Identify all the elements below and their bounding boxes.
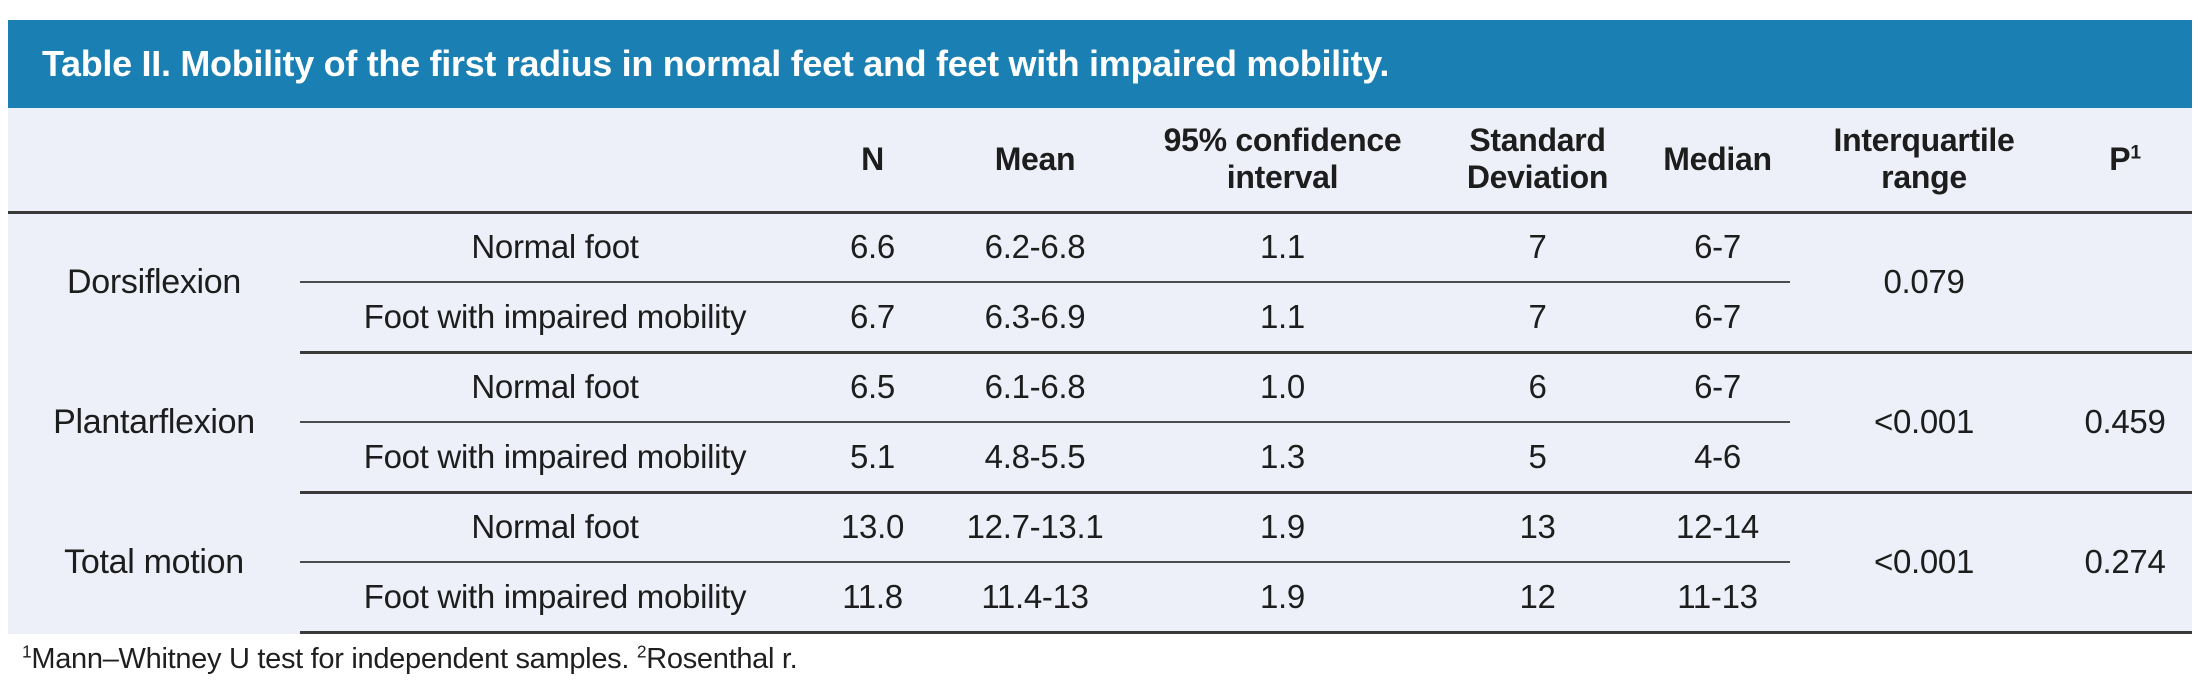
cell-median: 4-6 [1645,422,1790,494]
cell-iqr: <0.001 [1790,352,2058,494]
table-row: Foot with impaired mobility 11.8 11.4-13… [8,562,2192,634]
cell-median: 11-13 [1645,562,1790,634]
cell-ci: 1.1 [1135,212,1430,283]
cell-n: 6.6 [810,212,935,283]
cell-p: 0.459 [2058,352,2192,494]
group-label-dorsiflexion: Dorsiflexion [66,263,242,302]
group-label-total-motion: Total motion [64,542,244,581]
cell-mean: 4.8-5.5 [935,422,1135,494]
table-row: Plantarflexion Normal foot 6.5 6.1-6.8 1… [8,352,2192,494]
cell-ci: 1.1 [1135,282,1430,354]
cell-mean: 6.1-6.8 [935,352,1135,423]
cell-median: 12-14 [1645,492,1790,563]
cell-iqr: <0.001 [1790,492,2058,634]
cell-sd: 12 [1430,562,1645,634]
row-label: Normal foot [300,352,810,423]
cell-n: 5.1 [810,422,935,494]
cell-n: 6.7 [810,282,935,354]
table-footnote: 1Mann–Whitney U test for independent sam… [8,640,2192,676]
cell-sd: 5 [1430,422,1645,494]
column-header-empty-group [8,108,300,214]
footnote-text-2: Rosenthal r. [646,642,798,675]
column-header-median: Median [1645,108,1790,214]
table-row: Foot with impaired mobility 5.1 4.8-5.5 … [8,422,2192,494]
cell-n: 13.0 [810,492,935,563]
cell-median: 6-7 [1645,212,1790,283]
group-label-plantarflexion: Plantarflexion [53,402,255,441]
footnote-superscript-1: 1 [22,640,32,661]
cell-sd: 6 [1430,352,1645,423]
cell-sd: 13 [1430,492,1645,563]
cell-n: 11.8 [810,562,935,634]
row-label: Foot with impaired mobility [300,422,810,494]
row-label: Normal foot [300,212,810,283]
cell-mean: 12.7-13.1 [935,492,1135,563]
p-superscript: 1 [2130,142,2141,164]
column-header-ci: 95% confidence interval [1135,108,1430,214]
table-figure: Table II. Mobility of the first radius i… [8,20,2192,676]
column-header-n: N [810,108,935,214]
cell-sd: 7 [1430,282,1645,354]
results-table: N Mean 95% confidence interval Standard … [8,108,2192,634]
cell-mean: 6.2-6.8 [935,212,1135,283]
column-header-row: N Mean 95% confidence interval Standard … [8,108,2192,214]
cell-median: 6-7 [1645,352,1790,423]
cell-ci: 1.9 [1135,562,1430,634]
cell-ci: 1.0 [1135,352,1430,423]
row-label: Foot with impaired mobility [300,282,810,354]
footnote-text-1: Mann–Whitney U test for independent samp… [31,642,637,675]
cell-p [2058,212,2192,354]
column-header-empty-sub [300,108,810,214]
column-header-iqr: Interquartile range [1790,108,2058,214]
footnote-superscript-2: 2 [636,640,647,661]
table-row: Dorsiflexion Normal foot 6.6 6.2-6.8 1.1… [8,212,2192,354]
column-header-sd: Standard Deviation [1430,108,1645,214]
cell-mean: 6.3-6.9 [935,282,1135,354]
table-row: Foot with impaired mobility 6.7 6.3-6.9 … [8,282,2192,354]
cell-sd: 7 [1430,212,1645,283]
column-header-mean: Mean [935,108,1135,214]
column-header-p: P1 [2058,108,2192,214]
p-label: P [2109,140,2131,177]
cell-ci: 1.3 [1135,422,1430,494]
row-label: Foot with impaired mobility [300,562,810,634]
cell-median: 6-7 [1645,282,1790,354]
table-row: Total motion Normal foot 13.0 12.7-13.1 … [8,492,2192,634]
table-title-bar: Table II. Mobility of the first radius i… [8,20,2192,108]
cell-mean: 11.4-13 [935,562,1135,634]
cell-n: 6.5 [810,352,935,423]
cell-iqr: 0.079 [1790,212,2058,354]
cell-p: 0.274 [2058,492,2192,634]
cell-ci: 1.9 [1135,492,1430,563]
row-label: Normal foot [300,492,810,563]
table-title: Table II. Mobility of the first radius i… [42,43,1390,84]
